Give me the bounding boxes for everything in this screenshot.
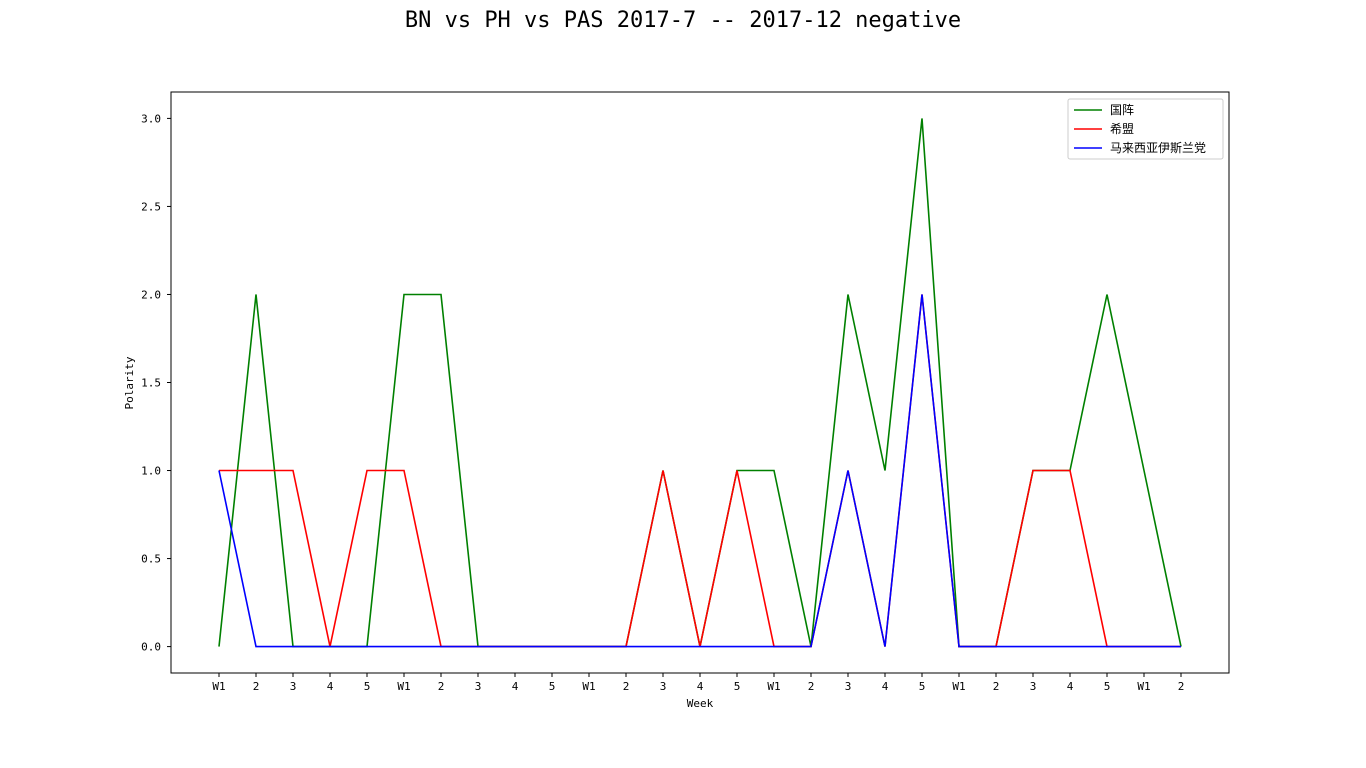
legend-label: 希盟 (1110, 121, 1134, 136)
plot-frame (170, 91, 1230, 674)
series-layer (218, 118, 1182, 648)
x-tick-label: W1 (582, 680, 595, 693)
y-tick-label: 0.5 (141, 553, 161, 566)
x-tick-label: 5 (549, 680, 556, 693)
x-tick-label: 2 (253, 680, 260, 693)
x-tick-label: 2 (1178, 680, 1185, 693)
x-tick-label: 5 (734, 680, 741, 693)
x-tick-label: 4 (512, 680, 519, 693)
x-tick-label: W1 (397, 680, 410, 693)
x-tick-label: 3 (660, 680, 667, 693)
x-tick-label: W1 (767, 680, 780, 693)
y-tick-label: 1.5 (141, 377, 161, 390)
x-tick-label: 4 (327, 680, 334, 693)
x-tick-label: 3 (1030, 680, 1037, 693)
x-tick-label: 2 (993, 680, 1000, 693)
x-tick-label: 2 (623, 680, 630, 693)
y-tick-label: 1.0 (141, 465, 161, 478)
x-axis-label: Week (687, 697, 714, 710)
x-tick-label: 5 (919, 680, 926, 693)
legend-box (1067, 98, 1224, 160)
legend-label: 马来西亚伊斯兰党 (1110, 140, 1206, 155)
x-tick-label: 3 (475, 680, 482, 693)
x-tick-label: 5 (364, 680, 371, 693)
x-tick-label: W1 (1137, 680, 1150, 693)
series-line-0 (218, 118, 1182, 648)
x-tick-label: 2 (438, 680, 445, 693)
legend-label: 国阵 (1110, 103, 1134, 117)
chart-title: BN vs PH vs PAS 2017-7 -- 2017-12 negati… (404, 8, 962, 33)
y-tick-label: 0.0 (141, 641, 161, 654)
y-axis-label: Polarity (123, 356, 136, 409)
x-tick-label: 2 (808, 680, 815, 693)
x-tick-label: 4 (1067, 680, 1074, 693)
y-tick-label: 2.0 (141, 288, 161, 301)
x-tick-label: 3 (845, 680, 852, 693)
y-tick-label: 3.0 (141, 112, 161, 125)
x-tick-label: W1 (212, 680, 225, 693)
x-tick-label: W1 (952, 680, 965, 693)
x-tick-label: 3 (290, 680, 297, 693)
x-axis: W1 2 3 4 5 W1 2 3 4 5 W1 2 3 4 5 W1 2 3 4 5 W1 2 3 4 5 W1 2 (212, 673, 1184, 693)
y-tick-label: 2.5 (141, 200, 161, 213)
x-tick-label: 4 (697, 680, 704, 693)
x-tick-label: 4 (882, 680, 889, 693)
series-line-2 (218, 294, 1181, 648)
y-axis: 0.0 0.5 1.0 1.5 2.0 2.5 3.0 (141, 112, 171, 654)
x-tick-label: 5 (1104, 680, 1111, 693)
series-line-1 (219, 294, 1181, 648)
